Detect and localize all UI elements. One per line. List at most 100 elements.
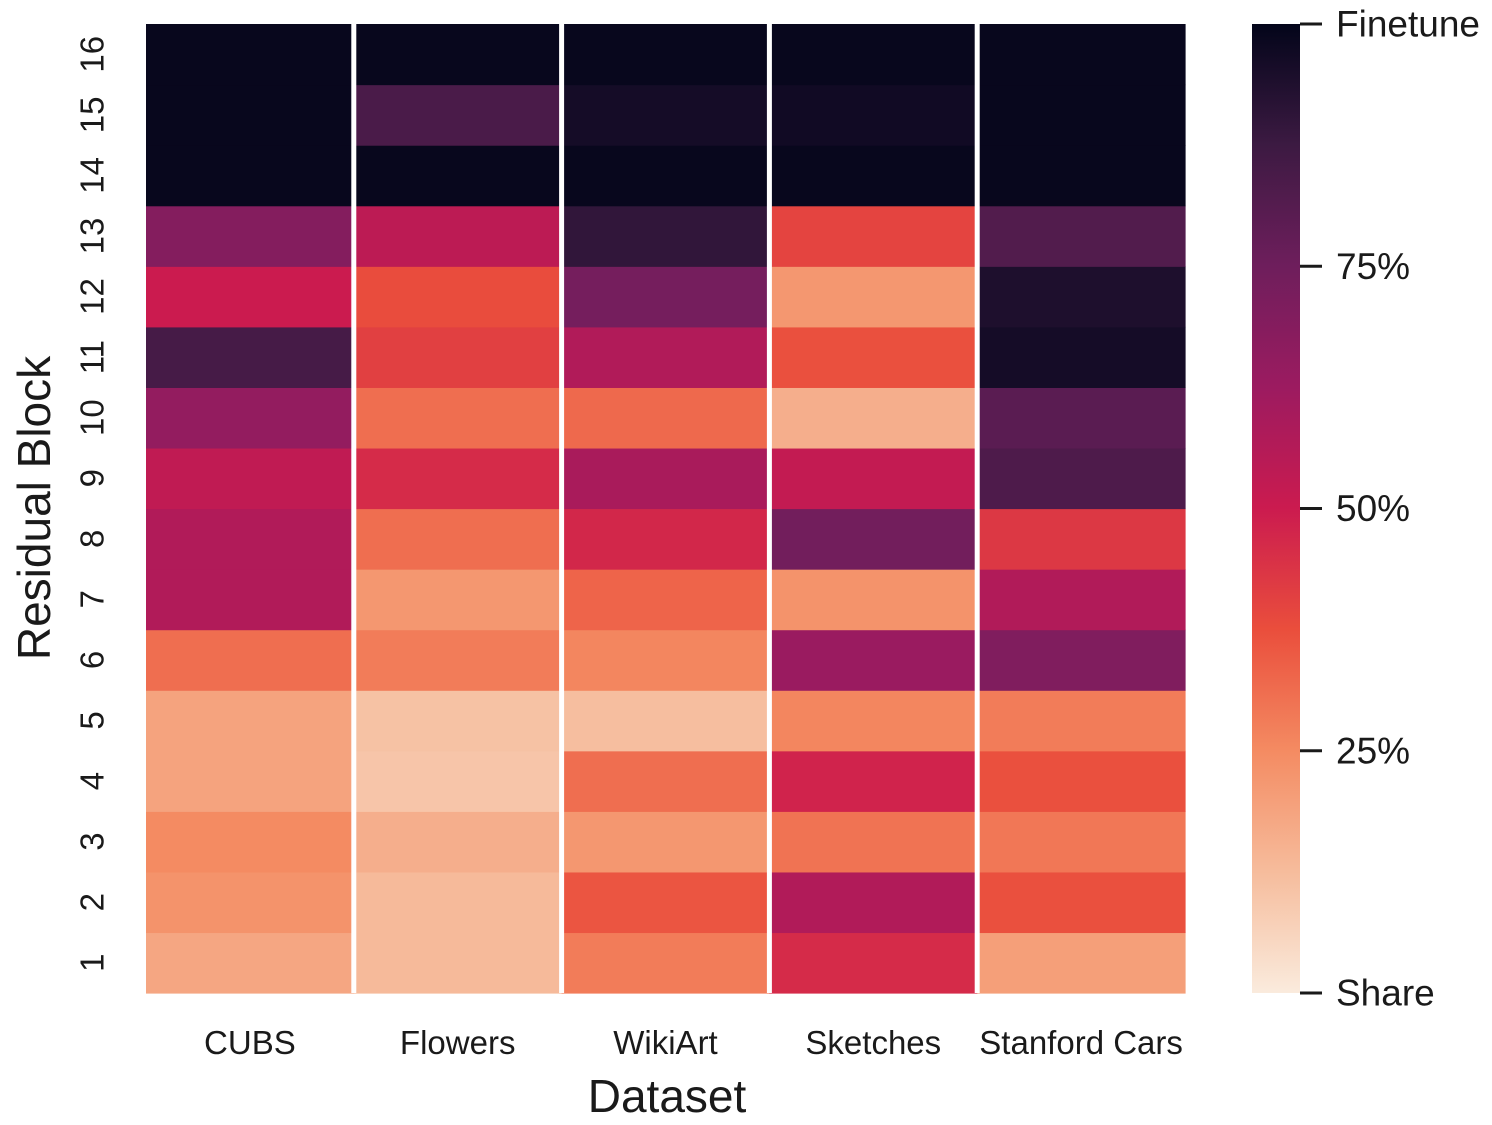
heatmap-cell [353, 205, 563, 267]
heatmap-cell [977, 871, 1186, 934]
heatmap-cells [146, 24, 1186, 994]
heatmap-cell [977, 629, 1186, 691]
colorbar-tick-label: Share [1336, 973, 1435, 1014]
heatmap-cell [561, 145, 770, 207]
y-tick-label: 8 [74, 530, 111, 548]
y-tick-label: 1 [74, 954, 111, 972]
colorbar-tick-label: Finetune [1336, 4, 1480, 45]
heatmap-cell [353, 932, 563, 994]
heatmap-cell [977, 750, 1186, 812]
x-tick-label: WikiArt [613, 1024, 717, 1061]
heatmap-cell [977, 205, 1186, 267]
y-tick-label: 5 [74, 711, 111, 729]
heatmap-cell [769, 871, 978, 934]
heatmap-cell [353, 326, 563, 388]
heatmap-cell [561, 811, 770, 873]
heatmap-cell [353, 447, 563, 510]
heatmap-cell [353, 387, 563, 449]
heatmap-cell [977, 326, 1186, 388]
heatmap-cell [769, 811, 978, 873]
y-tick-label: 6 [74, 651, 111, 669]
y-tick-label: 16 [74, 36, 111, 73]
heatmap-cell [146, 508, 355, 570]
y-tick-label: 9 [74, 469, 111, 487]
heatmap-cell [561, 326, 770, 388]
y-tick-label: 12 [74, 278, 111, 315]
heatmap-cell [561, 24, 770, 86]
heatmap-cell [146, 266, 355, 328]
heatmap-cell [977, 690, 1186, 752]
heatmap-cell [353, 508, 563, 570]
heatmap-cell [977, 569, 1186, 631]
colorbar-ticks: Finetune 75% 50% 25% Share [1300, 4, 1480, 1014]
heatmap-cell [977, 266, 1186, 328]
heatmap-cell [146, 690, 355, 752]
heatmap-cell [769, 629, 978, 691]
y-axis-label: Residual Block [8, 355, 60, 660]
heatmap-cell [146, 84, 355, 146]
heatmap-cell [353, 145, 563, 207]
heatmap-cell [561, 569, 770, 631]
heatmap-cell [769, 569, 978, 631]
x-tick-label: Stanford Cars [979, 1024, 1183, 1061]
heatmap-cell [146, 750, 355, 812]
heatmap-cell [146, 387, 355, 449]
heatmap-cell [146, 145, 355, 207]
heatmap-cell [769, 205, 978, 267]
x-tick-label: Flowers [400, 1024, 516, 1061]
heatmap-cell [561, 84, 770, 146]
heatmap-cell [561, 508, 770, 570]
heatmap-cell [561, 447, 770, 510]
colorbar-tick-label: 25% [1336, 730, 1410, 771]
heatmap-cell [977, 84, 1186, 146]
heatmap-cell [353, 569, 563, 631]
heatmap-cell [769, 750, 978, 812]
heatmap-cell [769, 145, 978, 207]
y-tick-label: 3 [74, 832, 111, 850]
heatmap-cell [353, 266, 563, 328]
heatmap-cell [977, 387, 1186, 449]
heatmap-cell [769, 24, 978, 86]
heatmap-cell [353, 629, 563, 691]
y-tick-label: 4 [74, 772, 111, 790]
heatmap-cell [769, 326, 978, 388]
heatmap-cell [353, 690, 563, 752]
heatmap-cell [769, 266, 978, 328]
heatmap-cell [977, 145, 1186, 207]
heatmap-cell [769, 84, 978, 146]
x-axis-label: Dataset [588, 1070, 747, 1122]
heatmap-cell [561, 387, 770, 449]
heatmap-cell [977, 932, 1186, 994]
heatmap-cell [977, 447, 1186, 510]
heatmap-cell [353, 750, 563, 812]
heatmap-cell [977, 24, 1186, 86]
heatmap-cell [146, 871, 355, 934]
heatmap-cell [561, 629, 770, 691]
heatmap-cell [146, 569, 355, 631]
y-tick-label: 2 [74, 893, 111, 911]
heatmap-cell [146, 811, 355, 873]
y-tick-label: 13 [74, 218, 111, 255]
heatmap-cell [769, 932, 978, 994]
heatmap-cell [561, 871, 770, 934]
heatmap-cell [977, 508, 1186, 570]
heatmap-cell [769, 447, 978, 510]
heatmap-cell [561, 932, 770, 994]
heatmap-cell [561, 690, 770, 752]
heatmap-cell [561, 205, 770, 267]
heatmap-cell [353, 871, 563, 934]
heatmap-cell [353, 84, 563, 146]
heatmap-cell [146, 932, 355, 994]
y-tick-label: 11 [74, 340, 111, 374]
heatmap-cell [146, 447, 355, 510]
heatmap-cell [146, 326, 355, 388]
colorbar [1252, 24, 1300, 993]
heatmap-cell [146, 24, 355, 86]
colorbar-tick-label: 75% [1336, 246, 1410, 287]
heatmap-cell [977, 811, 1186, 873]
y-tick-label: 7 [74, 590, 111, 608]
heatmap-cell [561, 750, 770, 812]
y-tick-label: 10 [74, 399, 111, 436]
